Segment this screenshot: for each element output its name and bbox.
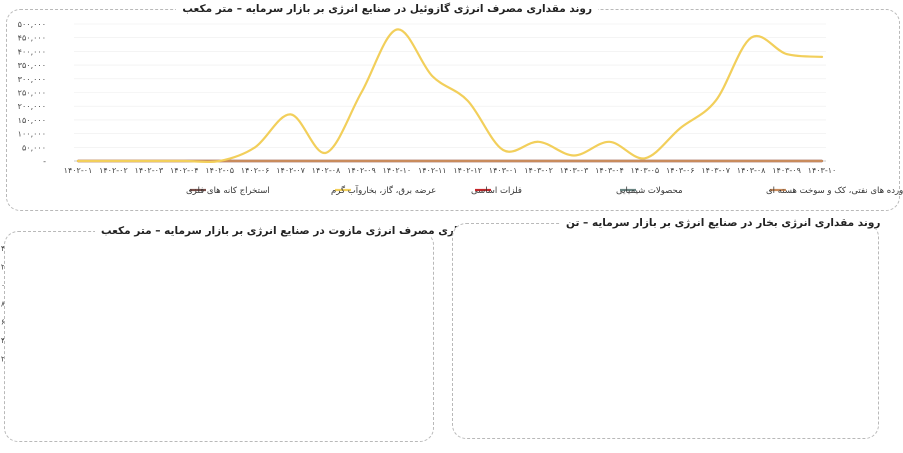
gas-x-tick-label: ۱۴۰۳-۰۵ <box>631 166 660 175</box>
gas-legend-label: محصولات شیمیایی <box>616 186 683 196</box>
gas-x-tick-label: ۱۴۰۲-۰۵ <box>205 166 234 175</box>
gas-y-tick-label: ۳۵۰,۰۰۰ <box>18 61 46 70</box>
gas-chart-panel <box>6 9 900 211</box>
gas-series-line-1 <box>76 28 824 164</box>
mazut-chart-panel <box>4 231 434 442</box>
steam-chart-panel <box>452 223 879 439</box>
gas-x-tick-label: ۱۴۰۳-۰۱ <box>489 166 518 175</box>
gas-x-tick-label: ۱۴۰۳-۰۷ <box>701 166 730 175</box>
gas-legend-label: فلزات اساسی <box>471 186 522 196</box>
gas-x-tick-label: ۱۴۰۲-۰۶ <box>241 166 270 175</box>
gas-x-tick-label: ۱۴۰۲-۰۹ <box>347 166 376 175</box>
gas-y-tick-label: ۴۵۰,۰۰۰ <box>18 34 46 43</box>
gas-x-tick-label: ۱۴۰۳-۰۲ <box>524 166 553 175</box>
gas-x-tick-label: ۱۴۰۲-۱۰ <box>383 166 412 175</box>
gas-y-tick-label: ۴۰۰,۰۰۰ <box>18 47 46 56</box>
gas-y-tick-label: ۱۵۰,۰۰۰ <box>18 116 46 125</box>
mazut-chart-title: روند مقداری مصرف انرژی مازوت در صنایع ان… <box>95 225 510 237</box>
gas-x-tick-label: ۱۴۰۲-۱۲ <box>453 166 482 175</box>
gas-x-tick-label: ۱۴۰۳-۰۳ <box>560 166 589 175</box>
gas-x-tick-label: ۱۴۰۳-۰۸ <box>737 166 766 175</box>
gas-y-tick-label: ۲۰۰,۰۰۰ <box>18 102 46 111</box>
gas-y-tick-label: ۳۰۰,۰۰۰ <box>18 75 46 84</box>
gas-x-tick-label: ۱۴۰۳-۰۶ <box>666 166 695 175</box>
steam-chart-title: روند مقداری انرژی بخار در صنایع انرژی بر… <box>560 217 887 229</box>
gas-y-tick-label: ۱۰۰,۰۰۰ <box>18 130 46 139</box>
gas-x-tick-label: ۱۴۰۳-۰۴ <box>595 166 624 175</box>
gas-y-tick-label: ۵۰۰,۰۰۰ <box>18 20 46 29</box>
gas-chart-title: روند مقداری مصرف انرژی گازوئیل در صنایع … <box>176 3 598 15</box>
gas-legend-label: فراورده های نفتی، کک و سوخت هسته ای <box>766 186 903 196</box>
gas-x-tick-label: ۱۴۰۳-۰۹ <box>772 166 801 175</box>
gas-x-tick-label: ۱۴۰۲-۱۱ <box>418 166 447 175</box>
gas-y-tick-label: ۵۰,۰۰۰ <box>22 143 46 152</box>
gas-x-tick-label: ۱۴۰۲-۰۸ <box>312 166 341 175</box>
gas-x-tick-label: ۱۴۰۲-۰۳ <box>135 166 164 175</box>
gas-plot: - ۵۰,۰۰۰ ۱۰۰,۰۰۰ ۱۵۰,۰۰۰ ۲۰۰,۰۰۰ ۲۵۰,۰۰۰ ۳۰۰,۰… <box>18 20 903 196</box>
gas-y-tick-label: ۲۵۰,۰۰۰ <box>18 89 46 98</box>
gas-legend-label: عرضه برق، گاز، بخاروآب گرم <box>331 184 436 196</box>
gas-x-tick-label: ۱۴۰۳-۱۰ <box>808 166 837 175</box>
gas-x-tick-label: ۱۴۰۲-۰۲ <box>99 166 128 175</box>
gas-x-tick-label: ۱۴۰۲-۰۱ <box>64 166 93 175</box>
gas-x-tick-label: ۱۴۰۲-۰۴ <box>170 166 199 175</box>
gas-x-tick-label: ۱۴۰۲-۰۷ <box>276 166 305 175</box>
gas-y-tick-label: - <box>43 157 46 166</box>
gas-legend-label: استخراج کانه های فلزی <box>186 186 270 196</box>
